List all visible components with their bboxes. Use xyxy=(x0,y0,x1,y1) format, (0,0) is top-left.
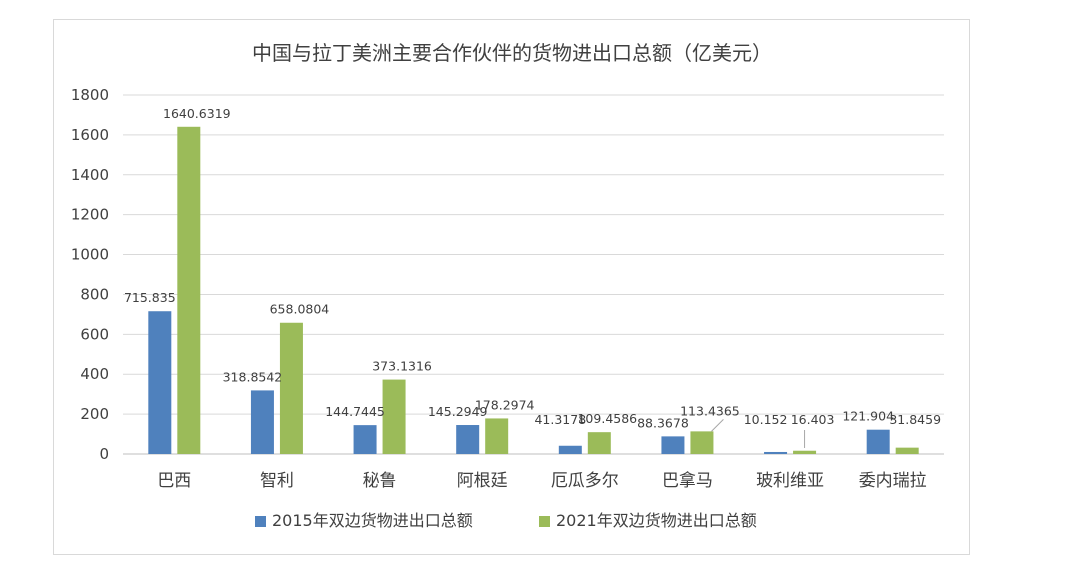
legend: 2015年双边货物进出口总额 2021年双边货物进出口总额 xyxy=(255,511,757,530)
category-label: 智利 xyxy=(260,471,294,491)
legend-label: 2021年双边货物进出口总额 xyxy=(556,511,757,530)
y-tick-label: 600 xyxy=(80,325,109,343)
data-label: 121.904 xyxy=(842,409,894,424)
data-label: 10.152 xyxy=(744,412,788,427)
chart-frame: 中国与拉丁美洲主要合作伙伴的货物进出口总额（亿美元） 0 200 400 600 800… xyxy=(53,19,970,555)
bars xyxy=(148,126,919,454)
category-label: 阿根廷 xyxy=(457,471,508,491)
data-label: 178.2974 xyxy=(475,397,535,412)
category-label: 巴西 xyxy=(157,471,191,491)
data-label: 113.4365 xyxy=(680,403,740,418)
bar-2021 xyxy=(793,450,817,454)
bar-2021 xyxy=(382,379,406,454)
category-label: 秘鲁 xyxy=(363,471,397,491)
bar-2021 xyxy=(895,447,919,454)
data-label: 1640.6319 xyxy=(163,106,231,121)
data-label: 31.8459 xyxy=(889,412,941,427)
y-tick-label: 200 xyxy=(80,405,109,423)
x-axis-categories: 巴西 智利 秘鲁 阿根廷 厄瓜多尔 巴拿马 玻利维亚 委内瑞拉 xyxy=(157,470,926,491)
bar-2021 xyxy=(177,126,201,454)
bar-2015 xyxy=(764,451,788,454)
data-label: 41.3178 xyxy=(534,412,586,427)
category-label: 委内瑞拉 xyxy=(859,471,927,491)
data-labels: 715.835 1640.6319 318.8542 658.0804 144.7445… xyxy=(124,106,941,448)
y-tick-label: 1800 xyxy=(71,86,109,104)
bar-2015 xyxy=(353,425,377,454)
bar-2015 xyxy=(250,390,274,454)
y-axis-ticks: 0 200 400 600 800 1000 1200 1400 1600 1800 xyxy=(71,86,109,463)
data-label: 144.7445 xyxy=(325,404,385,419)
legend-swatch xyxy=(539,516,550,527)
bar-2021 xyxy=(279,322,303,454)
bar-2021 xyxy=(690,431,714,454)
data-label: 318.8542 xyxy=(223,369,283,384)
bar-2021 xyxy=(485,418,509,454)
category-label: 巴拿马 xyxy=(662,470,713,491)
y-tick-label: 1400 xyxy=(71,166,109,184)
legend-swatch xyxy=(255,516,266,527)
data-label: 715.835 xyxy=(124,290,176,305)
bar-2021 xyxy=(587,432,611,454)
bar-2015 xyxy=(148,311,172,454)
data-label: 373.1316 xyxy=(372,359,432,374)
chart-title: 中国与拉丁美洲主要合作伙伴的货物进出口总额（亿美元） xyxy=(252,41,772,65)
category-label: 玻利维亚 xyxy=(756,471,824,491)
data-label: 109.4586 xyxy=(577,411,637,426)
y-tick-label: 400 xyxy=(80,365,109,383)
data-label: 145.2949 xyxy=(428,404,488,419)
y-tick-label: 800 xyxy=(80,285,109,303)
y-tick-label: 1000 xyxy=(71,246,109,264)
leader-line xyxy=(711,419,724,432)
bar-2015 xyxy=(456,425,480,454)
category-label: 厄瓜多尔 xyxy=(551,471,619,491)
data-label: 658.0804 xyxy=(270,302,330,317)
y-tick-label: 1200 xyxy=(71,206,109,224)
bar-2015 xyxy=(866,429,890,454)
data-label: 16.403 xyxy=(791,412,835,427)
bar-2015 xyxy=(558,445,582,454)
bar-chart: 中国与拉丁美洲主要合作伙伴的货物进出口总额（亿美元） 0 200 400 600 800… xyxy=(71,41,944,530)
y-tick-label: 0 xyxy=(99,445,109,463)
data-label: 88.3678 xyxy=(637,415,689,430)
legend-label: 2015年双边货物进出口总额 xyxy=(272,511,473,530)
y-tick-label: 1600 xyxy=(71,126,109,144)
bar-2015 xyxy=(661,436,685,454)
